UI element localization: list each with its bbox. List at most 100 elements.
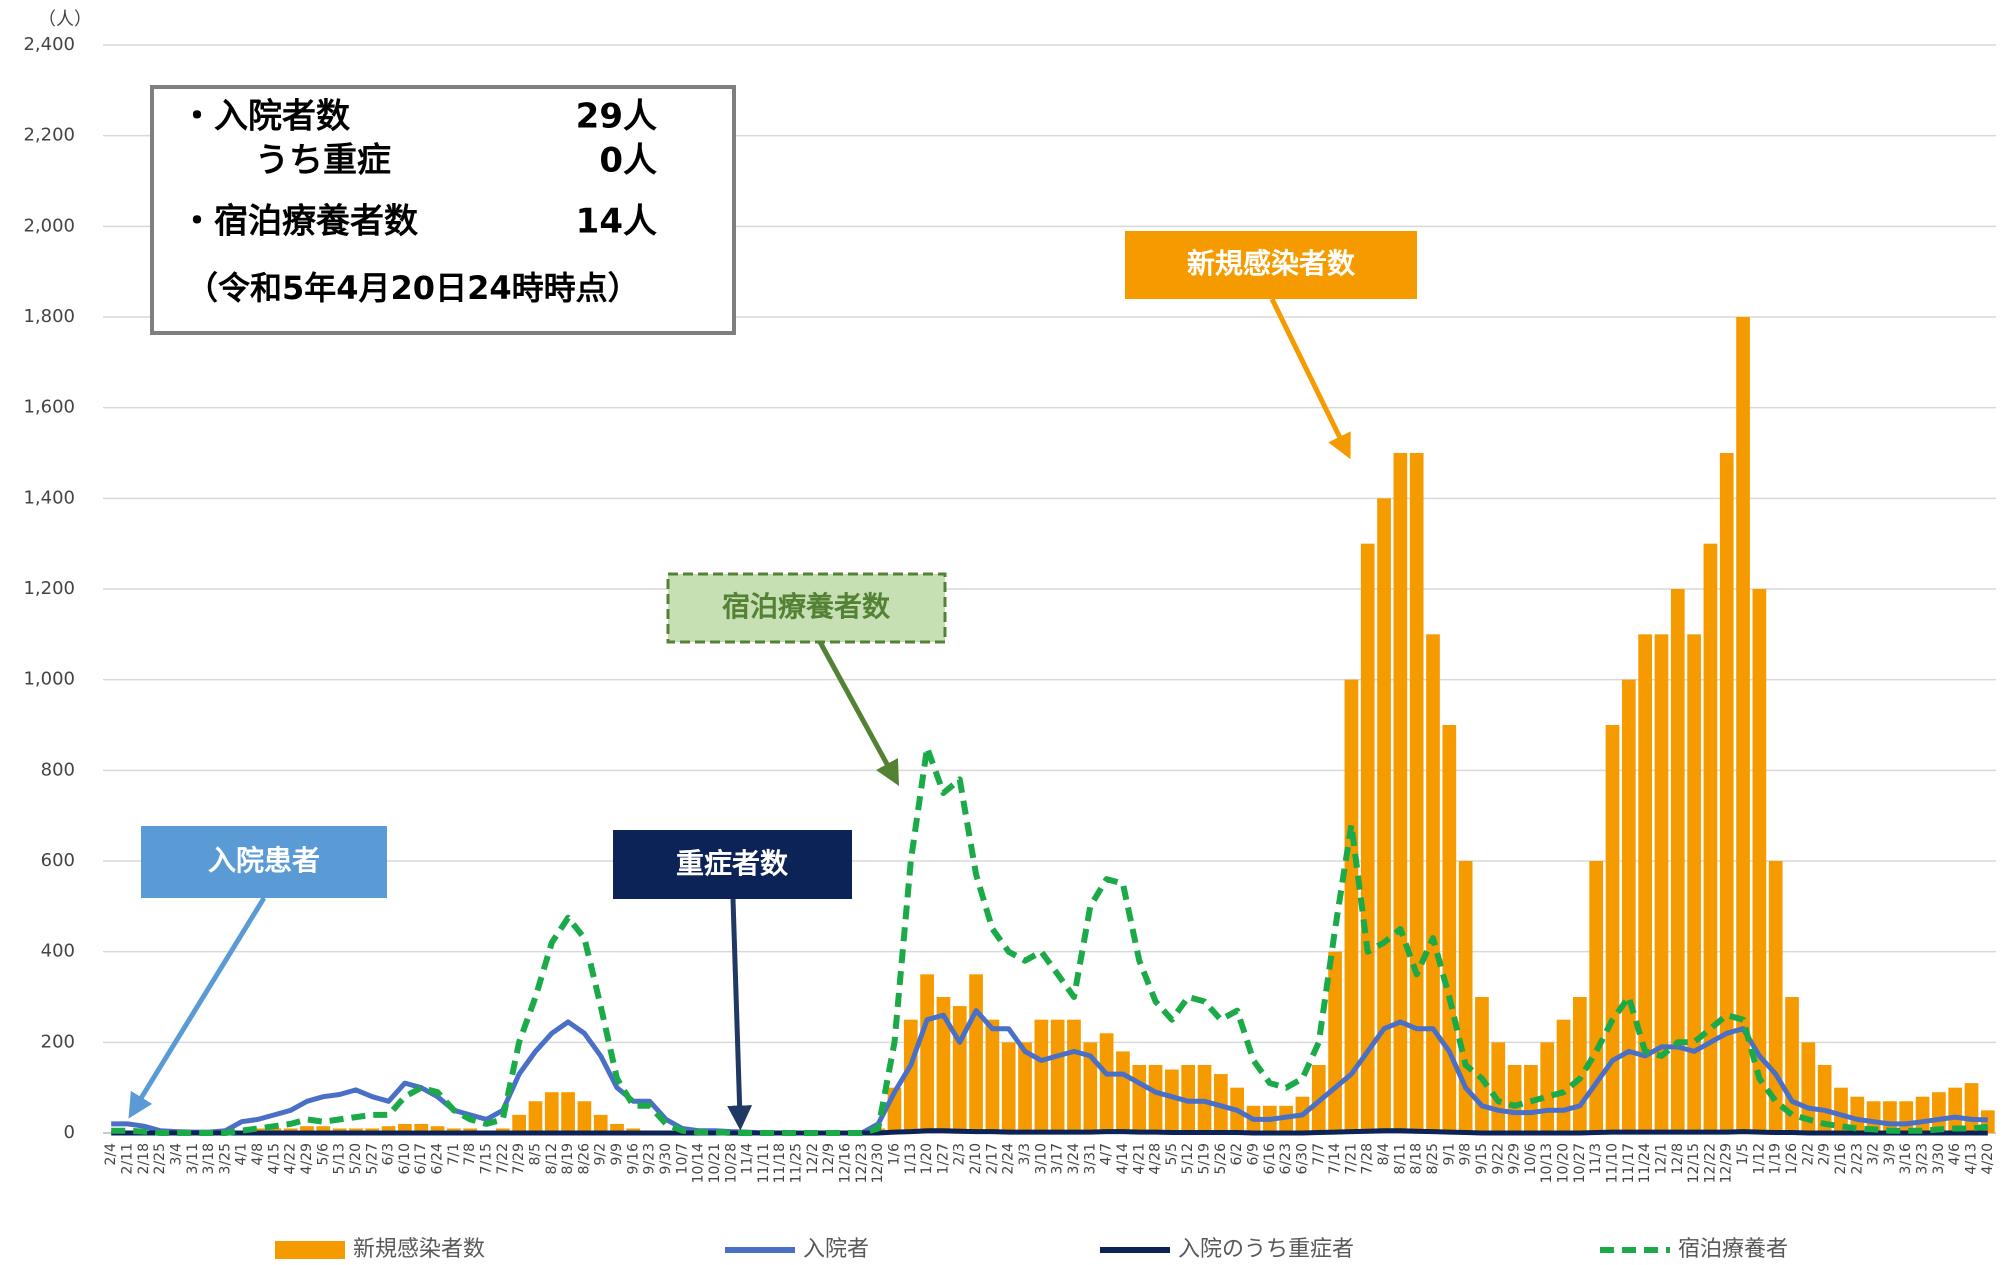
x-tick-label: 12/23 [854, 1143, 870, 1183]
x-tick-label: 7/8 [462, 1143, 478, 1166]
callout-box [141, 826, 387, 898]
bar [1001, 1042, 1016, 1133]
bar [528, 1101, 543, 1133]
x-tick-label: 7/21 [1343, 1143, 1359, 1174]
x-tick-label: 2/23 [1849, 1143, 1865, 1174]
bar [1148, 1065, 1163, 1133]
x-tick-label: 12/30 [870, 1143, 886, 1183]
x-tick-label: 6/24 [430, 1143, 446, 1175]
x-tick-label: 8/26 [576, 1143, 592, 1175]
x-tick-label: 3/30 [1931, 1143, 1947, 1174]
x-tick-label: 12/29 [1719, 1143, 1735, 1183]
bar [1932, 1092, 1946, 1133]
bar [1719, 453, 1734, 1133]
bar [1050, 1019, 1065, 1133]
y-tick-label: 400 [41, 941, 75, 962]
bar [430, 1126, 445, 1133]
x-tick-label: 9/1 [1441, 1143, 1457, 1166]
bar [544, 1092, 559, 1133]
x-tick-label: 1/27 [935, 1143, 951, 1174]
x-tick-label: 4/15 [266, 1143, 282, 1174]
y-tick-label: 2,200 [23, 125, 75, 146]
x-tick-label: 5/13 [332, 1143, 348, 1174]
bar [593, 1114, 608, 1133]
x-tick-label: 12/15 [1686, 1143, 1702, 1183]
x-tick-label: 6/23 [1278, 1143, 1294, 1174]
y-tick-label: 2,400 [23, 34, 75, 55]
y-tick-label: 600 [41, 850, 75, 871]
x-tick-label: 7/22 [495, 1143, 511, 1174]
x-tick-label: 6/10 [397, 1143, 413, 1174]
bar [1556, 1019, 1571, 1133]
bar [1670, 589, 1685, 1133]
x-tick-label: 7/14 [1327, 1143, 1343, 1175]
x-tick-label: 10/13 [1539, 1143, 1555, 1183]
bar [1116, 1051, 1130, 1133]
x-tick-label: 6/3 [381, 1143, 397, 1166]
x-tick-label: 4/1 [234, 1143, 250, 1166]
x-tick-label: 4/20 [1980, 1143, 1996, 1174]
line [111, 1128, 1988, 1136]
x-tick-label: 10/14 [691, 1143, 707, 1183]
bar [300, 1126, 314, 1133]
x-tick-label: 2/25 [152, 1143, 168, 1174]
x-tick-label: 4/13 [1964, 1143, 1980, 1174]
x-tick-label: 2/18 [136, 1143, 152, 1174]
y-tick-label: 1,600 [23, 397, 75, 418]
bar [1589, 861, 1604, 1133]
bar [985, 1019, 1000, 1133]
x-tick-label: 3/4 [168, 1143, 184, 1166]
x-tick-label: 2/9 [1817, 1143, 1833, 1166]
x-tick-label: 8/4 [1376, 1143, 1392, 1166]
bar [414, 1123, 429, 1133]
x-tick-label: 1/19 [1768, 1143, 1784, 1174]
x-tick-label: 1/13 [903, 1143, 919, 1174]
x-tick-label: 9/23 [642, 1143, 658, 1174]
x-tick-label: 1/20 [919, 1143, 935, 1174]
x-tick-label: 4/28 [1148, 1143, 1164, 1174]
x-tick-label: 9/15 [1474, 1143, 1490, 1174]
x-tick-label: 7/28 [1360, 1143, 1376, 1174]
arrow [128, 896, 267, 1119]
x-tick-label: 4/29 [299, 1143, 315, 1174]
bar [1654, 634, 1669, 1133]
x-tick-label: 9/8 [1458, 1143, 1474, 1166]
bar [969, 974, 983, 1133]
bar [1817, 1065, 1832, 1133]
x-tick-label: 2/11 [119, 1143, 135, 1174]
x-tick-label: 10/28 [723, 1143, 739, 1183]
y-tick-label: 1,200 [23, 578, 75, 599]
x-tick-label: 4/21 [1131, 1143, 1147, 1174]
bar [316, 1126, 331, 1133]
x-tick-label: 12/22 [1702, 1143, 1718, 1183]
bar [1475, 997, 1489, 1133]
x-tick-label: 1/26 [1784, 1143, 1800, 1175]
x-tick-label: 9/16 [625, 1143, 641, 1175]
bar [1687, 634, 1701, 1133]
callout-box [613, 830, 852, 899]
bar [1768, 861, 1783, 1133]
x-tick-label: 3/9 [1882, 1143, 1898, 1166]
x-tick-label: 5/19 [1197, 1143, 1213, 1174]
bar [1507, 1065, 1522, 1133]
x-tick-label: 12/8 [1670, 1143, 1686, 1174]
bar [1834, 1087, 1848, 1133]
callout-label: 入院患者 [208, 844, 320, 877]
legend-swatch [275, 1241, 345, 1259]
bar [1344, 679, 1359, 1133]
legend-label: 新規感染者数 [353, 1237, 485, 1262]
x-tick-label: 8/11 [1392, 1143, 1408, 1174]
info-value: 0人 [599, 141, 657, 181]
callout-box [1125, 231, 1417, 299]
y-tick-label: 2,000 [23, 215, 75, 236]
x-tick-label: 2/4 [103, 1143, 119, 1166]
y-tick-label: 1,000 [23, 669, 75, 690]
legend-label: 入院のうち重症者 [1178, 1237, 1354, 1262]
x-tick-label: 5/6 [315, 1143, 331, 1166]
bar [952, 1006, 967, 1133]
x-tick-label: 11/3 [1588, 1143, 1604, 1174]
info-note: （令和5年4月20日24時時点） [186, 269, 640, 307]
bar [1360, 543, 1375, 1133]
x-tick-label: 2/24 [1001, 1143, 1017, 1175]
x-tick-label: 10/21 [707, 1143, 723, 1183]
